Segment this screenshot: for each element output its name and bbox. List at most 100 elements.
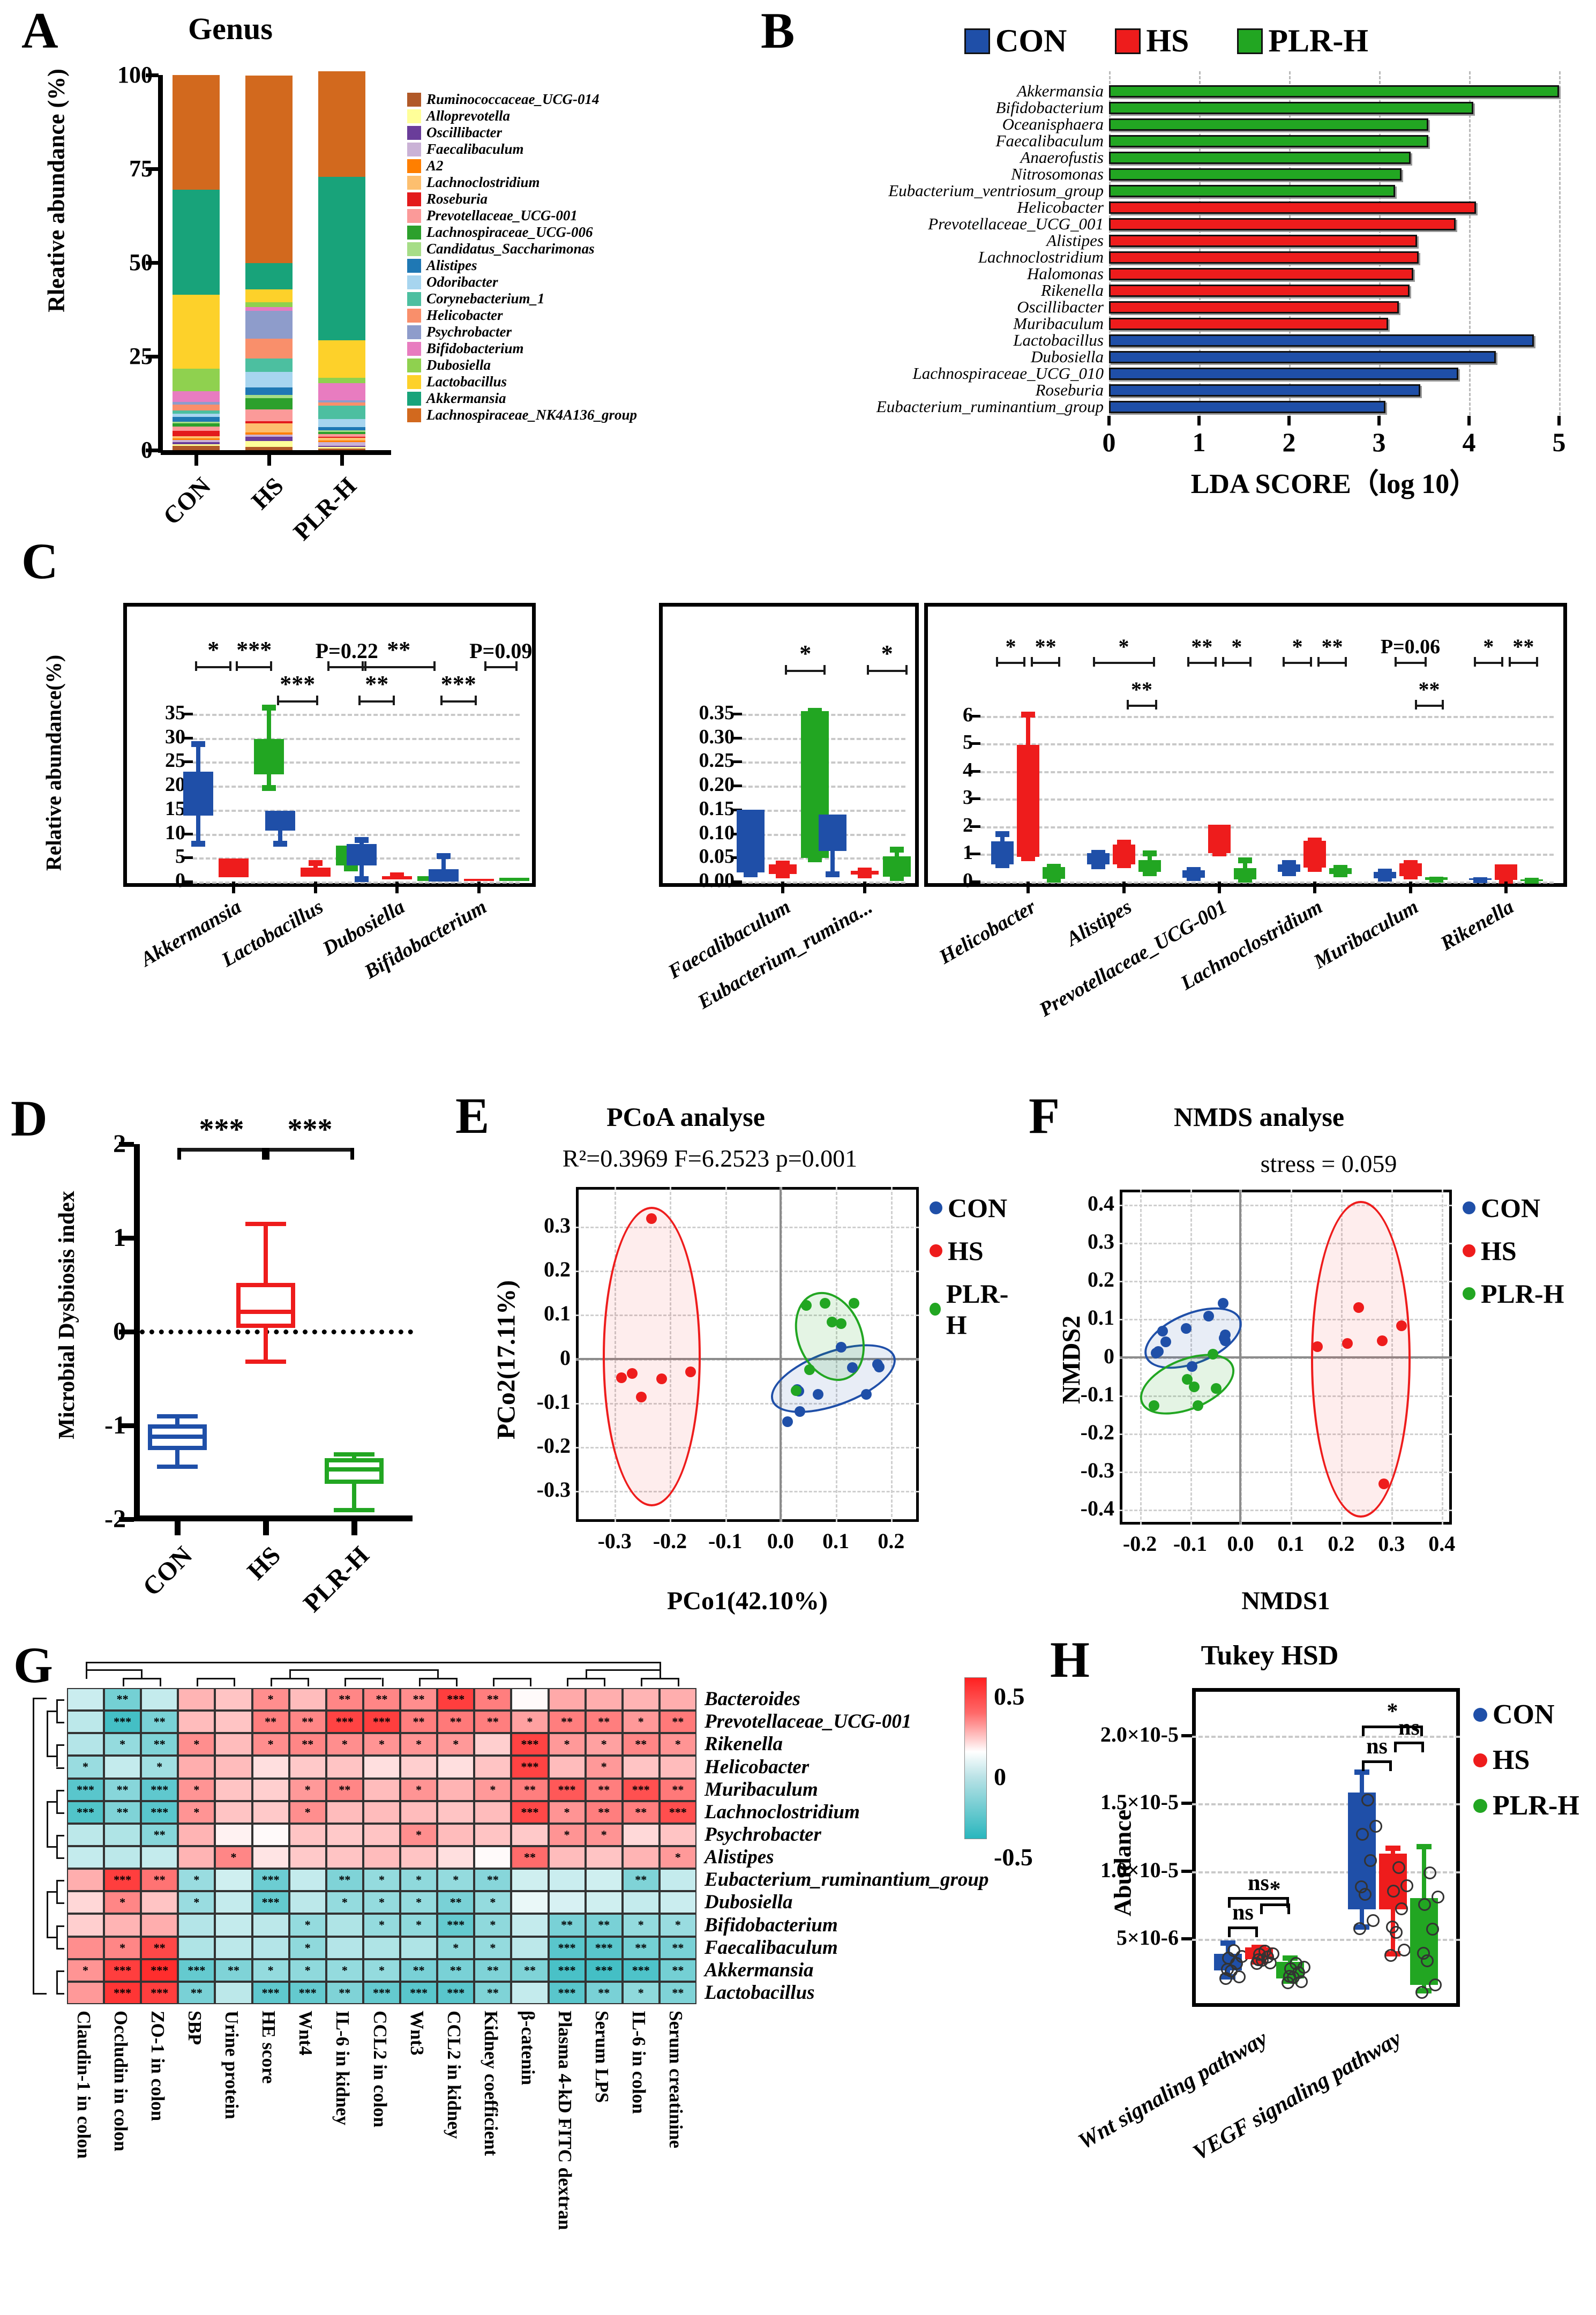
ytick-mark <box>731 808 742 811</box>
panel-a-legend: Ruminococcaceae_UCG-014 Alloprevotella Osc… <box>407 91 637 423</box>
heatmap-col-label: Plasma 4-kD FITC dextran <box>555 2011 576 2230</box>
scatter-point <box>1203 1310 1215 1321</box>
significance-cap <box>1260 1903 1263 1914</box>
panel-a-yaxis <box>158 75 163 453</box>
ytick-label: 75 <box>129 155 153 182</box>
gridline-h <box>1120 1509 1452 1511</box>
data-point <box>1356 1827 1369 1841</box>
dendrogram-line <box>56 1902 64 1905</box>
heatmap-cell: * <box>215 1846 252 1869</box>
heatmap-cell <box>67 1688 104 1711</box>
gridline <box>1559 71 1561 415</box>
dendrogram-line <box>585 1669 587 1679</box>
whisker-cap-lower <box>995 862 1010 869</box>
heatmap-cell: * <box>104 1936 141 1959</box>
legend-item: Dubosiella <box>407 357 637 374</box>
dendrogram-line <box>56 1744 58 1767</box>
heatmap-col-label: ZO-1 in colon <box>147 2011 168 2122</box>
dendrogram-line <box>678 1678 680 1686</box>
significance-cap <box>1286 1897 1289 1908</box>
box <box>1087 853 1110 865</box>
heatmap-cell <box>400 1756 438 1779</box>
heatmap-cell: * <box>252 1959 289 1982</box>
scatter-point <box>635 1392 647 1403</box>
ytick-label: 3 <box>963 786 973 809</box>
ytick-mark <box>182 856 193 860</box>
bar-segment <box>173 438 220 440</box>
xtick-label: 0.1 <box>822 1529 850 1553</box>
significance-bar <box>440 700 477 703</box>
significance-label: ns <box>1248 1871 1269 1895</box>
panel-e-ylabel: PCo2(17.11%) <box>492 1280 521 1440</box>
whisker-cap-upper <box>1417 1844 1432 1850</box>
xtick-label: -0.2 <box>653 1529 687 1553</box>
whisker-cap-lower <box>1333 871 1348 878</box>
dendrogram-line <box>641 1678 678 1679</box>
legend-dot <box>1463 1201 1475 1214</box>
heatmap-cell: ** <box>141 1936 178 1959</box>
heatmap-cell: * <box>363 1891 401 1914</box>
heatmap-cell: *** <box>548 1959 586 1982</box>
significance-label: *** <box>199 1113 244 1146</box>
lda-category-label: Muribaculum <box>1013 313 1104 333</box>
heatmap-cell <box>326 1936 363 1959</box>
scatter-point <box>826 1316 837 1327</box>
panel-d: D Microbial Dysbiosis index 210-1-2 CONH… <box>0 1088 439 1640</box>
panel-e-plot <box>576 1187 919 1522</box>
whisker-cap-upper <box>1385 1845 1400 1851</box>
ytick-label: 30 <box>165 725 185 748</box>
ytick-mark <box>970 880 980 883</box>
bar-segment <box>245 371 293 388</box>
significance-label: ns <box>1398 1715 1420 1740</box>
heatmap-cell <box>67 1891 104 1914</box>
dendrogram-line <box>196 1678 234 1679</box>
legend-item: Psychrobacter <box>407 324 637 340</box>
heatmap-cell: *** <box>548 1936 586 1959</box>
heatmap-cell: ** <box>585 1778 623 1801</box>
heatmap-cell <box>141 1914 178 1937</box>
ytick-label: 2 <box>51 1129 126 1159</box>
significance-label: * <box>1483 634 1494 659</box>
whisker-cap-upper <box>889 847 904 853</box>
ytick-label: 0 <box>175 869 185 892</box>
significance-bar <box>866 670 908 672</box>
heatmap-cell <box>289 1869 326 1892</box>
gridline <box>193 761 520 764</box>
xtick-mark <box>340 455 344 466</box>
significance-cap <box>177 1148 181 1160</box>
significance-cap <box>1187 657 1189 667</box>
lda-category-label: Bifidobacterium <box>995 98 1104 117</box>
ytick-label: 20 <box>165 773 185 796</box>
ytick-mark <box>146 167 159 171</box>
lda-category-label: Halomonas <box>1027 264 1104 283</box>
bar-segment <box>245 398 293 409</box>
dendrogram-line <box>85 1662 87 1670</box>
significance-cap <box>1228 1897 1231 1908</box>
lda-bar <box>1109 135 1429 147</box>
heatmap-cell <box>511 1981 549 2004</box>
significance-bar <box>1394 662 1427 664</box>
panel-f-stats: stress = 0.059 <box>1260 1150 1397 1177</box>
significance-cap <box>1214 657 1217 667</box>
lda-category-label: Faecalibaculum <box>995 131 1104 150</box>
significance-cap <box>1317 657 1320 667</box>
median-line <box>236 1310 295 1315</box>
whisker-cap-upper <box>1333 865 1348 871</box>
ytick-label: 100 <box>117 62 153 88</box>
ytick-mark <box>119 1517 134 1522</box>
xtick-mark <box>194 455 198 466</box>
zero-line <box>140 1330 413 1334</box>
scatter-point <box>847 1362 858 1373</box>
significance-bar <box>1187 662 1217 664</box>
heatmap-cell: *** <box>511 1801 549 1824</box>
whisker-upper <box>1147 853 1152 860</box>
lda-bar <box>1109 368 1458 380</box>
bar-segment <box>173 391 220 402</box>
ytick-label: 10 <box>165 821 185 844</box>
xtick-mark <box>477 882 481 893</box>
xtick-mark <box>1122 882 1126 893</box>
ytick-label: -1 <box>104 1411 126 1439</box>
ytick-label: 0.2 <box>1088 1267 1114 1292</box>
significance-cap <box>1092 657 1095 667</box>
heatmap-cell <box>289 1756 326 1779</box>
